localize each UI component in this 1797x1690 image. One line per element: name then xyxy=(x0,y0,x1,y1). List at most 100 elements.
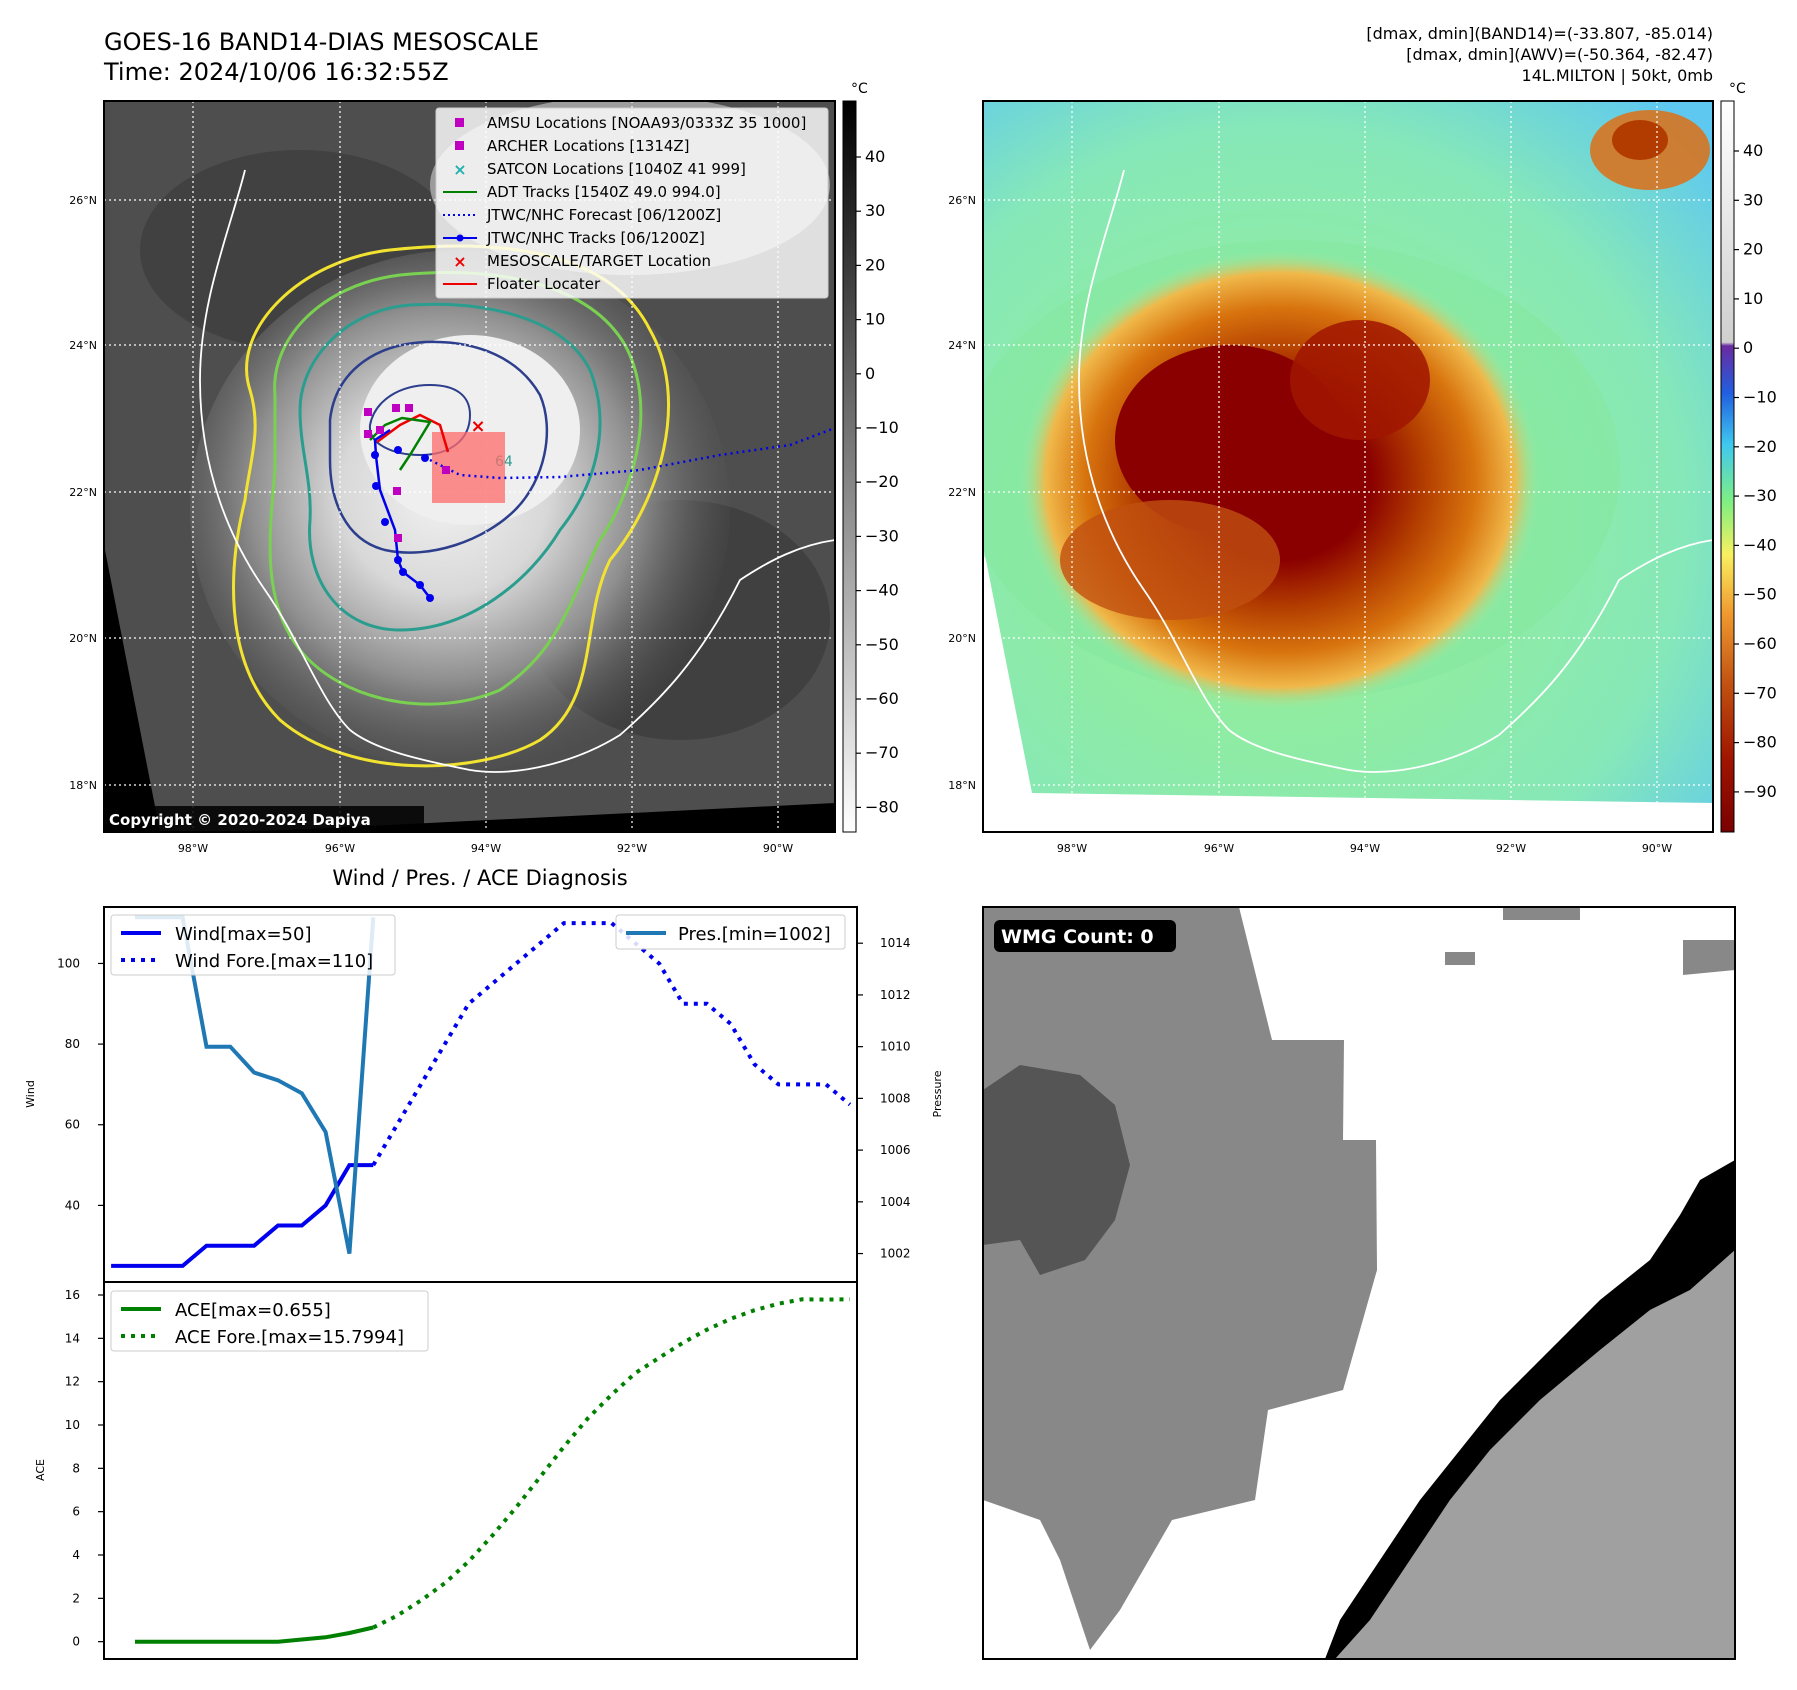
ace-line xyxy=(135,1625,374,1644)
stats-band14: [dmax, dmin](BAND14)=(-33.807, -85.014) xyxy=(1366,24,1713,43)
ace-legend-label: ACE[max=0.655] xyxy=(175,1300,331,1321)
colorbar-tick-label: −30 xyxy=(1743,486,1777,505)
coastline xyxy=(199,169,835,773)
pressure-ytick-label: 1004 xyxy=(880,1195,911,1209)
awv-lat-label: 26°N xyxy=(948,194,976,207)
colorbar-tick-label: −80 xyxy=(1743,733,1777,752)
ace-legend-box xyxy=(110,1290,429,1352)
target-marker: × xyxy=(470,416,485,437)
ir-legend: AMSU Locations [NOAA93/0333Z 35 1000] ARC… xyxy=(435,107,829,299)
pressure-ylabel: Pressure xyxy=(931,1070,944,1117)
awv-gridlines xyxy=(983,101,1713,832)
awv-lat-label: 20°N xyxy=(948,632,976,645)
legend-marker-x: × xyxy=(453,160,466,179)
awv-lat-label: 18°N xyxy=(948,779,976,792)
ace-ytick-label: 16 xyxy=(65,1288,80,1302)
awv-lon-label: 96°W xyxy=(1204,842,1234,855)
legend-label: JTWC/NHC Forecast [06/1200Z] xyxy=(486,206,721,224)
ace-forecast-line xyxy=(372,1297,850,1630)
ir-lon-label: 90°W xyxy=(763,842,793,855)
wmg-light-region xyxy=(1335,1250,1735,1659)
ace-ytick-label: 12 xyxy=(65,1375,80,1389)
ir-colorbar-unit: °C xyxy=(851,81,868,97)
colorbar-tick-label: 40 xyxy=(1743,141,1763,160)
ace-ytick-label: 10 xyxy=(65,1418,80,1432)
map-tick-labels: 26°N 26°N 24°N 24°N 22°N 22°N 20°N 20°N 18°N 18°N… xyxy=(69,194,1672,855)
awv-lon-label: 92°W xyxy=(1496,842,1526,855)
jtwc-track-points xyxy=(371,446,434,602)
pressure-ytick-label: 1002 xyxy=(880,1247,911,1261)
ir-colorbar: °C 40 30 20 10 0 −10 −20 −30 −40 −50 −60 −70 −80 xyxy=(842,81,899,833)
wmg-dark-region xyxy=(983,1065,1130,1275)
awv-colorbar-unit: °C xyxy=(1729,81,1746,97)
ir-lat-label: 18°N xyxy=(69,779,97,792)
figure-title: GOES-16 BAND14-DIAS MESOSCALE xyxy=(104,28,539,56)
colorbar-tick-label: −70 xyxy=(865,743,899,762)
awv-lon-label: 90°W xyxy=(1642,842,1672,855)
awv-coastline xyxy=(1078,169,1713,773)
colorbar-tick-label: −10 xyxy=(1743,388,1777,407)
colorbar-tick-label: −20 xyxy=(1743,437,1777,456)
copyright: Copyright © 2020-2024 Dapiya xyxy=(109,811,371,829)
colorbar-tick-label: −80 xyxy=(865,797,899,816)
wind-legend-label: Wind Fore.[max=110] xyxy=(175,951,373,972)
ir-map-panel: 64 xyxy=(103,100,836,833)
ace-ytick-label: 4 xyxy=(72,1548,80,1562)
amsu-archer-markers xyxy=(364,404,450,542)
ir-lon-label: 96°W xyxy=(325,842,355,855)
awv-map-panel xyxy=(982,100,1714,833)
legend-label: Floater Locater xyxy=(487,275,601,293)
ir-lat-label: 22°N xyxy=(69,486,97,499)
ace-chart: 0 2 4 6 8 10 12 14 16 ACE ACE[max=0.655] ACE Fore… xyxy=(34,1281,858,1660)
wind-legend-label: Wind[max=50] xyxy=(175,924,312,945)
awv-lat-label: 22°N xyxy=(948,486,976,499)
ir-lon-label: 94°W xyxy=(471,842,501,855)
legend-label: SATCON Locations [1040Z 41 999] xyxy=(487,160,746,178)
wind-ytick-label: 40 xyxy=(65,1198,80,1212)
floater-track xyxy=(376,413,450,453)
colorbar-tick-label: 10 xyxy=(865,310,885,329)
colorbar-tick-label: −50 xyxy=(1743,585,1777,604)
wmg-badge-box xyxy=(994,920,1176,952)
wmg-panel: WMG Count: 0 xyxy=(982,906,1736,1660)
colorbar-tick-label: −20 xyxy=(865,472,899,491)
colorbar-tick-label: −90 xyxy=(1743,782,1777,801)
colorbar-tick-label: 30 xyxy=(865,201,885,220)
wind-line xyxy=(111,1163,374,1268)
colorbar-tick-label: −70 xyxy=(1743,683,1777,702)
contour-navy xyxy=(328,340,549,554)
pressure-ytick-label: 1006 xyxy=(880,1143,911,1157)
figure-time: Time: 2024/10/06 16:32:55Z xyxy=(103,58,449,86)
awv-colorbar: °C 40 30 20 10 0 −10 −20 −30 −40 −50 −60 −70 −80 −90 xyxy=(1720,81,1777,833)
pressure-legend-box xyxy=(615,914,846,950)
ace-ylabel: ACE xyxy=(34,1459,47,1481)
legend-marker-square xyxy=(455,118,464,127)
jtwc-forecast xyxy=(429,426,835,480)
colorbar-tick-label: −50 xyxy=(865,635,899,654)
awv-lon-label: 98°W xyxy=(1057,842,1087,855)
jtwc-track xyxy=(373,428,431,599)
colorbar-tick-label: −10 xyxy=(865,418,899,437)
wind-ytick-label: 100 xyxy=(57,956,80,970)
colorbar-tick-label: 30 xyxy=(1743,190,1763,209)
legend-marker-x: × xyxy=(453,252,466,271)
awv-lon-label: 94°W xyxy=(1350,842,1380,855)
ace-legend-label: ACE Fore.[max=15.7994] xyxy=(175,1327,404,1348)
wind-ylabel: Wind xyxy=(24,1080,37,1108)
colorbar-tick-label: −60 xyxy=(865,689,899,708)
legend-label: AMSU Locations [NOAA93/0333Z 35 1000] xyxy=(487,114,806,132)
colorbar-tick-label: 10 xyxy=(1743,289,1763,308)
wind-pressure-chart: 40 60 80 100 1002 1004 1006 1008 1010 1012 1014 W… xyxy=(24,906,944,1283)
contour-teal xyxy=(298,302,602,632)
ir-lat-label: 24°N xyxy=(69,339,97,352)
copyright-box xyxy=(104,806,424,832)
pressure-ytick-label: 1010 xyxy=(880,1040,911,1054)
pressure-legend-label: Pres.[min=1002] xyxy=(678,924,831,945)
ir-lat-label: 20°N xyxy=(69,632,97,645)
legend-label: MESOSCALE/TARGET Location xyxy=(487,252,711,270)
colorbar-tick-label: 40 xyxy=(865,147,885,166)
pressure-ytick-label: 1008 xyxy=(880,1091,911,1105)
pressure-ytick-label: 1012 xyxy=(880,988,911,1002)
legend-marker-dot xyxy=(456,234,464,242)
